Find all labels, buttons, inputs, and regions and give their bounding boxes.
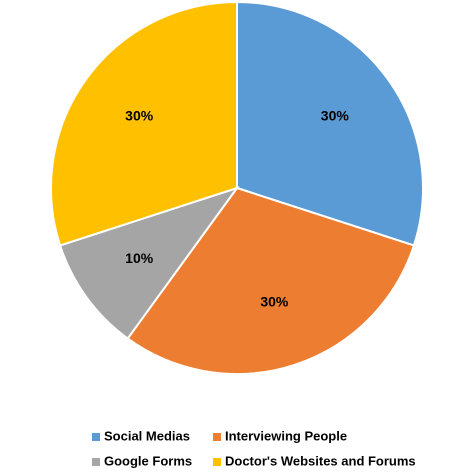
legend-swatch xyxy=(92,433,100,441)
legend-label: Interviewing People xyxy=(225,428,347,443)
legend-swatch xyxy=(213,433,221,441)
pie-slice xyxy=(126,186,416,375)
pie-slice xyxy=(236,0,424,247)
pie-slice xyxy=(58,186,240,340)
legend-swatch xyxy=(213,458,221,466)
data-label: 10% xyxy=(125,250,154,266)
data-label: 30% xyxy=(125,108,154,124)
legend-label: Google Forms xyxy=(104,453,192,468)
data-label: 30% xyxy=(321,108,350,124)
legend-label: Doctor's Websites and Forums xyxy=(225,453,416,468)
legend-label: Social Medias xyxy=(104,428,190,443)
data-label: 30% xyxy=(260,294,289,310)
pie-slice xyxy=(50,0,238,247)
legend-swatch xyxy=(92,458,100,466)
